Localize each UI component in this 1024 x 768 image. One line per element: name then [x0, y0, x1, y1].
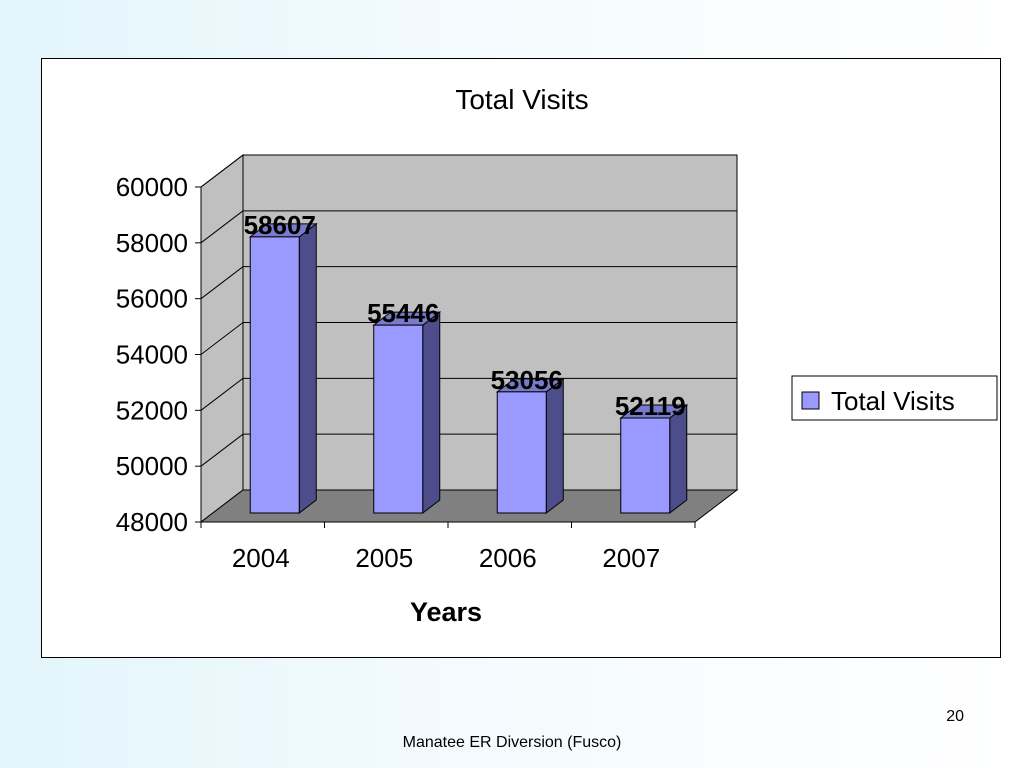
- bar-side-face: [298, 222, 317, 515]
- bar-2007: [619, 403, 689, 515]
- bar-2004: [248, 222, 318, 515]
- x-axis-title: Years: [410, 597, 482, 627]
- slide-footer: Manatee ER Diversion (Fusco): [402, 734, 622, 751]
- bar-2006: [495, 377, 565, 515]
- chart-axes: 60000 58000 56000 54000 52000 50000 48000 2004 2…: [116, 172, 696, 573]
- data-label: 53056: [491, 365, 563, 395]
- y-tick-label: 52000: [116, 395, 188, 425]
- gridline-side: [200, 266, 244, 300]
- chart-gridlines: [200, 154, 737, 467]
- y-tick-label: 54000: [116, 340, 188, 370]
- x-tick-label: 2004: [232, 543, 290, 573]
- chart-title: Total Visits: [455, 84, 588, 115]
- y-tick-label: 48000: [116, 507, 188, 537]
- bar-2005: [372, 311, 442, 515]
- slide-number: 20: [946, 708, 964, 725]
- y-tick-label: 56000: [116, 284, 188, 314]
- gridline-side: [200, 322, 244, 355]
- bar-front-face: [496, 391, 547, 514]
- gridline-side: [200, 210, 244, 244]
- gridline-side: [200, 154, 244, 188]
- legend-swatch: [801, 391, 820, 410]
- chart-bars: [248, 222, 689, 515]
- bar-side-face: [422, 311, 441, 515]
- x-tick-label: 2005: [355, 543, 413, 573]
- bar-side-face: [545, 377, 564, 515]
- legend-box: [791, 375, 998, 421]
- gridline-side: [200, 377, 244, 411]
- y-tick-label: 50000: [116, 451, 188, 481]
- legend: Total Visits: [791, 375, 998, 421]
- bar-side-face: [669, 403, 688, 515]
- data-label: 58607: [244, 210, 316, 240]
- x-tick-label: 2007: [602, 543, 660, 573]
- bar-front-face: [249, 236, 300, 514]
- legend-label: Total Visits: [831, 386, 955, 416]
- gridline-side: [200, 433, 244, 467]
- y-tick-label: 60000: [116, 172, 188, 202]
- bar-front-face: [620, 417, 671, 514]
- data-label: 55446: [367, 298, 439, 328]
- chart-labels: 58607 55446 53056 52119: [244, 210, 686, 421]
- y-tick-label: 58000: [116, 228, 188, 258]
- bar-front-face: [373, 324, 424, 514]
- x-tick-label: 2006: [479, 543, 537, 573]
- data-label: 52119: [615, 391, 686, 421]
